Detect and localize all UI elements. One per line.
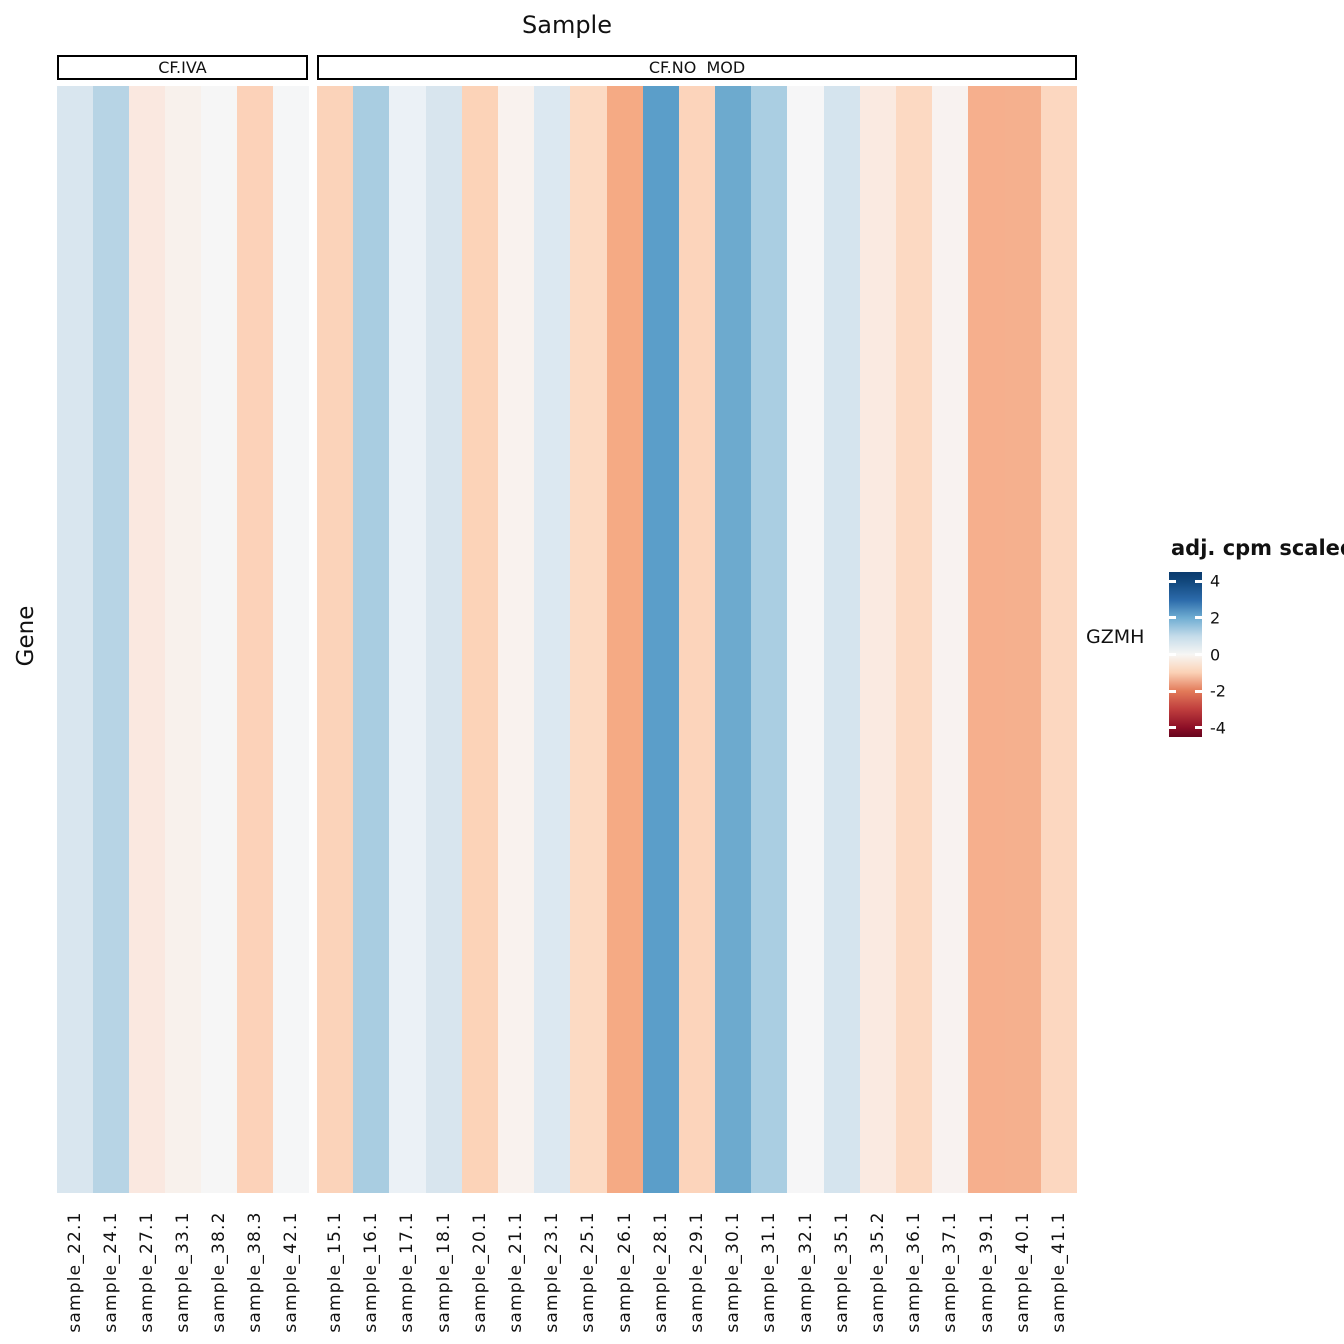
- x-tick-label: sample_15.1: [325, 1211, 346, 1333]
- heatmap-cell: [896, 86, 933, 1193]
- x-tick-label: sample_31.1: [759, 1211, 780, 1333]
- heatmap-cell: [859, 86, 896, 1193]
- x-tick-label: sample_29.1: [687, 1211, 707, 1333]
- x-tick-label: sample_27.1: [137, 1211, 157, 1333]
- x-tick-label: sample_36.1: [904, 1211, 925, 1333]
- colorbar-tick-mark: [1195, 616, 1202, 620]
- x-tick-label: sample_28.1: [650, 1211, 671, 1333]
- colorbar-tick-mark: [1169, 616, 1176, 620]
- heatmap-cell: [237, 86, 273, 1193]
- column-group-label: CF.IVA: [158, 58, 207, 77]
- heatmap-cell: [273, 86, 309, 1193]
- x-tick-label: sample_33.1: [173, 1211, 193, 1333]
- heatmap-cell: [201, 86, 237, 1193]
- x-tick-label: sample_26.1: [614, 1211, 635, 1333]
- colorbar-tick-mark: [1195, 653, 1202, 656]
- heatmap-cell: [93, 86, 129, 1193]
- x-tick-label: sample_38.2: [209, 1211, 229, 1333]
- heatmap-cell: [823, 86, 860, 1193]
- heatmap-cell: [425, 86, 462, 1193]
- heatmap-cell: [317, 86, 354, 1193]
- legend-tick-label: 2: [1210, 608, 1221, 628]
- x-tick-label: sample_30.1: [723, 1211, 744, 1333]
- x-tick-label: sample_16.1: [361, 1211, 382, 1333]
- x-axis-title: Sample: [522, 11, 612, 39]
- heatmap-cell: [787, 86, 824, 1193]
- x-tick-label: sample_21.1: [506, 1211, 527, 1333]
- heatmap-cell: [497, 86, 535, 1193]
- legend-title: adj. cpm scaled: [1171, 536, 1344, 560]
- x-tick-label: sample_18.1: [433, 1211, 454, 1333]
- heatmap-cell: [461, 86, 498, 1193]
- colorbar-tick-mark: [1195, 689, 1202, 693]
- legend-tick-label: 0: [1210, 645, 1221, 664]
- colorbar-tick-mark: [1169, 653, 1176, 656]
- x-tick-label: sample_41.1: [1048, 1211, 1069, 1333]
- heatmap-cell: [353, 86, 390, 1193]
- heatmap-cell: [1004, 86, 1041, 1193]
- legend-tick-label: 4: [1210, 571, 1221, 591]
- heatmap-cell: [678, 86, 716, 1193]
- x-tick-label: sample_40.1: [1012, 1211, 1033, 1333]
- x-tick-label: sample_23.1: [542, 1211, 563, 1333]
- heatmap-group-cf-iva: [57, 86, 309, 1193]
- heatmap-cell: [534, 86, 571, 1193]
- x-tick-label: sample_38.3: [245, 1211, 265, 1333]
- heatmap-cell: [932, 86, 969, 1193]
- x-tick-label: sample_32.1: [795, 1211, 816, 1333]
- heatmap-cell: [606, 86, 643, 1193]
- row-label-gene: GZMH: [1086, 626, 1145, 648]
- legend-tick-label: -4: [1210, 718, 1226, 738]
- column-group-box-cf-no-mod: CF.NO MOD: [317, 55, 1077, 80]
- colorbar-tick-mark: [1195, 579, 1202, 583]
- heatmap-cell: [1040, 86, 1077, 1193]
- x-tick-label: sample_17.1: [397, 1211, 418, 1333]
- x-tick-label: sample_20.1: [469, 1211, 490, 1333]
- heatmap-cell: [751, 86, 788, 1193]
- column-group-box-cf-iva: CF.IVA: [57, 55, 308, 80]
- heatmap-cell: [129, 86, 165, 1193]
- x-tick-label: sample_25.1: [578, 1211, 599, 1333]
- x-tick-label: sample_22.1: [65, 1211, 85, 1333]
- legend-colorbar: [1169, 572, 1202, 737]
- y-axis-title: Gene: [13, 605, 39, 667]
- x-tick-label: sample_37.1: [940, 1211, 961, 1333]
- x-tick-label: sample_39.1: [976, 1211, 997, 1333]
- heatmap-cell: [389, 86, 426, 1193]
- x-tick-label: sample_42.1: [281, 1211, 301, 1333]
- heatmap-cell: [715, 86, 752, 1193]
- x-tick-label: sample_35.1: [831, 1211, 852, 1333]
- colorbar-tick-mark: [1195, 726, 1202, 730]
- colorbar-tick-mark: [1169, 579, 1176, 583]
- heatmap-cell: [570, 86, 607, 1193]
- heatmap-cell: [968, 86, 1005, 1193]
- heatmap-group-cf-no-mod: [317, 86, 1077, 1193]
- heatmap-cell: [165, 86, 201, 1193]
- x-tick-label: sample_35.2: [867, 1211, 888, 1333]
- legend-tick-label: -2: [1210, 681, 1226, 701]
- heatmap-cell: [57, 86, 93, 1193]
- colorbar-tick-mark: [1169, 726, 1176, 730]
- x-tick-label: sample_24.1: [101, 1211, 121, 1333]
- heatmap-cell: [642, 86, 679, 1193]
- colorbar-tick-mark: [1169, 689, 1176, 693]
- column-group-label: CF.NO MOD: [648, 58, 746, 77]
